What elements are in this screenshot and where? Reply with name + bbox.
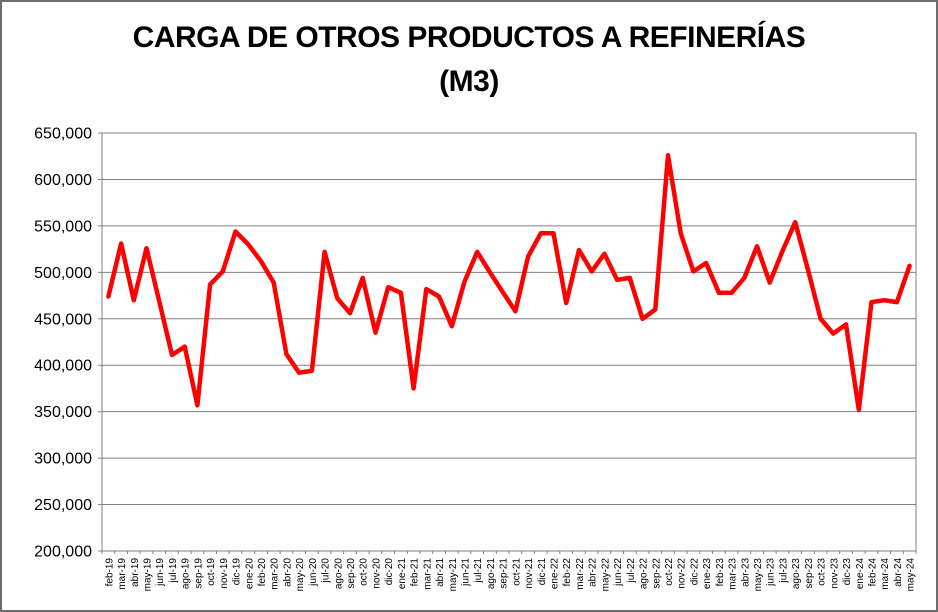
x-tick-label: oct-22 (664, 558, 675, 586)
y-tick-label: 600,000 (34, 172, 92, 189)
x-tick-label: may-24 (906, 558, 917, 592)
x-tick-label: nov-22 (677, 558, 688, 589)
x-tick-label: sep-23 (804, 558, 815, 589)
y-tick-label: 250,000 (34, 497, 92, 514)
x-tick-label: dic-21 (537, 558, 548, 586)
x-tick-label: jul-21 (473, 558, 484, 584)
x-tick-label: jun-23 (766, 558, 777, 587)
x-tick-label: dic-23 (842, 558, 853, 586)
x-tick-label: ago-19 (181, 558, 192, 590)
x-tick-label: ene-23 (702, 558, 713, 590)
x-tick-label: ene-24 (855, 558, 866, 590)
x-tick-label: sep-21 (499, 558, 510, 589)
x-tick-label: nov-19 (219, 558, 230, 589)
x-tick-label: sep-20 (346, 558, 357, 589)
x-tick-label: dic-20 (384, 558, 395, 586)
x-tick-label: abr-20 (282, 558, 293, 587)
x-tick-label: ago-23 (791, 558, 802, 590)
chart-title-line2: (M3) (439, 65, 499, 98)
x-tick-label: dic-22 (689, 558, 700, 586)
x-tick-label: feb-23 (715, 558, 726, 587)
x-tick-label: sep-22 (651, 558, 662, 589)
y-tick-label: 350,000 (34, 404, 92, 421)
x-tick-label: oct-20 (359, 558, 370, 586)
x-tick-label: mar-23 (728, 558, 739, 590)
x-tick-label: nov-21 (524, 558, 535, 589)
x-tick-label: jun-20 (308, 558, 319, 587)
x-tick-label: feb-20 (257, 558, 268, 587)
x-tick-label: ene-22 (550, 558, 561, 590)
y-tick-label: 650,000 (34, 126, 92, 143)
x-tick-label: may-20 (295, 558, 306, 592)
x-tick-label: may-22 (600, 558, 611, 592)
x-tick-label: ago-20 (333, 558, 344, 590)
y-tick-label: 400,000 (34, 358, 92, 375)
data-series-line (106, 153, 912, 413)
x-tick-label: mar-20 (270, 558, 281, 590)
x-tick-label: abr-19 (130, 558, 141, 587)
x-tick-label: jul-23 (778, 558, 789, 584)
chart-title: CARGA DE OTROS PRODUCTOS A REFINERÍAS (M… (2, 16, 936, 104)
y-tick-label: 550,000 (34, 218, 92, 235)
y-tick-label: 500,000 (34, 265, 92, 282)
x-tick-label: mar-21 (422, 558, 433, 590)
x-tick-label: abr-21 (435, 558, 446, 587)
x-tick-label: may-23 (753, 558, 764, 592)
x-tick-label: feb-24 (867, 558, 878, 587)
x-tick-label: ene-20 (244, 558, 255, 590)
x-tick-label: nov-23 (829, 558, 840, 589)
x-tick-label: ago-21 (486, 558, 497, 590)
x-tick-label: oct-21 (511, 558, 522, 586)
x-tick-label: ago-22 (639, 558, 650, 590)
x-tick-label: feb-21 (410, 558, 421, 587)
y-tick-label: 300,000 (34, 451, 92, 468)
x-tick-label: abr-24 (893, 558, 904, 587)
x-tick-label: dic-19 (232, 558, 243, 586)
x-tick-label: mar-19 (117, 558, 128, 590)
x-tick-label: abr-22 (588, 558, 599, 587)
x-tick-label: ene-21 (397, 558, 408, 590)
x-tick-label: oct-23 (817, 558, 828, 586)
x-tick-label: jul-19 (168, 558, 179, 584)
x-tick-label: jun-21 (460, 558, 471, 587)
x-tick-label: may-21 (448, 558, 459, 592)
x-tick-label: feb-19 (104, 558, 115, 587)
x-tick-label: jun-19 (155, 558, 166, 587)
x-tick-label: abr-23 (740, 558, 751, 587)
x-tick-label: sep-19 (193, 558, 204, 589)
x-tick-label: oct-19 (206, 558, 217, 586)
x-tick-label: jul-22 (626, 558, 637, 584)
y-tick-label: 200,000 (34, 544, 92, 561)
x-tick-label: feb-22 (562, 558, 573, 587)
x-tick-label: nov-20 (371, 558, 382, 589)
y-tick-label: 450,000 (34, 311, 92, 328)
chart-title-line1: CARGA DE OTROS PRODUCTOS A REFINERÍAS (132, 21, 806, 54)
x-tick-label: jul-20 (321, 558, 332, 584)
x-tick-label: may-19 (143, 558, 154, 592)
x-tick-label: jun-22 (613, 558, 624, 587)
x-tick-label: mar-22 (575, 558, 586, 590)
x-tick-label: mar-24 (880, 558, 891, 590)
